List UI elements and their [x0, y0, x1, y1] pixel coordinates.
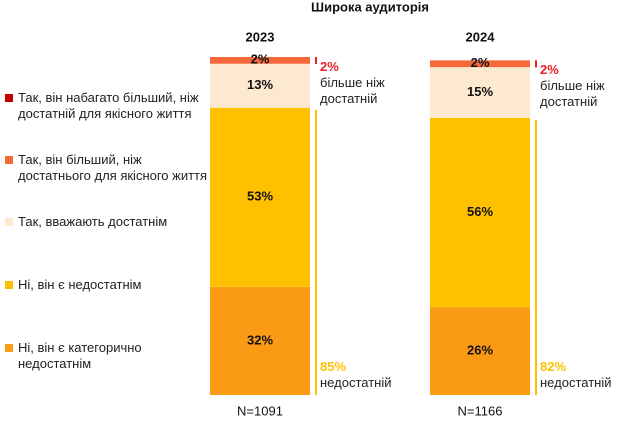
chart-title: Широка аудиторія	[311, 0, 429, 14]
legend-label: Так, він набагато більший, ніж достатній…	[18, 90, 199, 121]
legend-swatch	[5, 156, 13, 164]
annotation-value: 2%	[540, 62, 559, 78]
legend-label: Так, він більший, ніж достатнього для як…	[18, 152, 208, 183]
bar-segment	[430, 117, 530, 308]
legend-label: Так, вважають достатнім	[18, 214, 168, 229]
legend-swatch	[5, 94, 13, 102]
annotation-top: 2% більше ніж достатній	[320, 59, 410, 107]
annotation-text: недостатній	[320, 375, 392, 390]
annotation-value: 82%	[540, 359, 567, 374]
data-label: 53%	[247, 189, 273, 204]
legend-swatch	[5, 281, 13, 289]
sample-label: N=1166	[458, 403, 503, 418]
bar-segment	[210, 286, 310, 395]
annotation-bottom: 85% недостатній	[320, 359, 410, 391]
data-label: 13%	[247, 77, 273, 92]
data-label: 32%	[247, 332, 273, 347]
legend-swatch	[5, 218, 13, 226]
data-label: 15%	[467, 84, 493, 99]
annotation-text: недостатній	[540, 375, 612, 390]
legend-swatch	[5, 344, 13, 352]
annotation-bottom: 82% недостатній	[540, 359, 630, 391]
x-tick-label: 2024	[466, 29, 496, 44]
bar-segment	[430, 60, 530, 68]
bar-segment	[430, 67, 530, 118]
sample-label: N=1091	[237, 403, 283, 418]
annotation-text: більше ніж достатній	[540, 78, 605, 110]
annotation-text: більше ніж достатній	[320, 75, 385, 106]
bar-segment	[430, 307, 530, 395]
bar-segment	[210, 107, 310, 287]
bar-segment	[210, 57, 310, 64]
data-label: 2%	[251, 51, 270, 66]
data-label: 2%	[471, 55, 490, 70]
x-tick-label: 2023	[246, 29, 275, 44]
annotation-top: 2% більше ніж достатній	[540, 62, 630, 110]
bar-segment	[210, 63, 310, 108]
data-label: 56%	[467, 204, 493, 219]
legend-label: Ні, він є категорично недостатнім	[18, 340, 142, 371]
annotation-value: 85%	[320, 359, 347, 374]
legend-label: Ні, він є недостатнім	[18, 277, 142, 292]
data-label: 26%	[467, 342, 493, 357]
annotation-value: 2%	[320, 59, 339, 74]
